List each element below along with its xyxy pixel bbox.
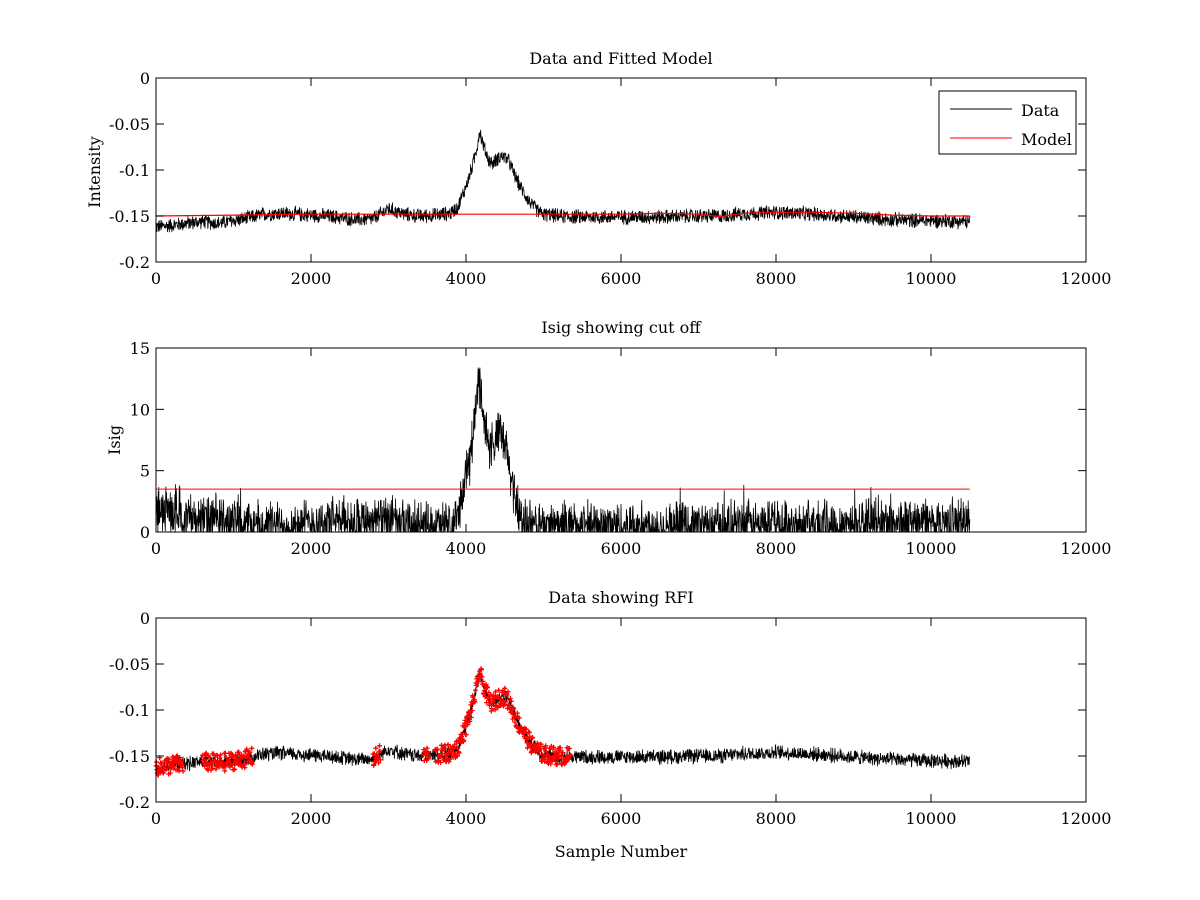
x-tick-label: 2000	[291, 539, 332, 558]
x-tick-label: 0	[151, 269, 161, 288]
y-axis-label: Intensity	[85, 136, 104, 208]
y-tick-label: -0.15	[109, 747, 150, 766]
series-data-line	[155, 129, 971, 233]
x-tick-label: 0	[151, 539, 161, 558]
x-tick-label: 6000	[601, 269, 642, 288]
x-tick-label: 2000	[291, 809, 332, 828]
legend-box	[938, 90, 1077, 155]
panel-isig-cutoff: Isig showing cut off Isig 0 2000 4000 6000 8…	[105, 318, 1111, 558]
x-tick-label: 4000	[446, 809, 487, 828]
x-tick-label: 12000	[1061, 539, 1112, 558]
x-tick-label: 12000	[1061, 269, 1112, 288]
legend: Data Model	[938, 90, 1077, 155]
y-tick-label: 15	[130, 339, 150, 358]
series-trace-line	[155, 367, 971, 534]
x-tick-label: 6000	[601, 539, 642, 558]
x-tick-label: 6000	[601, 809, 642, 828]
x-tick-label: 2000	[291, 269, 332, 288]
plot-area	[155, 129, 971, 233]
panel-data-showing-rfi: Data showing RFI Sample Number 0 2000 4000…	[109, 588, 1111, 861]
chart-title: Isig showing cut off	[541, 318, 702, 337]
x-axis-label: Sample Number	[555, 842, 688, 861]
y-tick-label: -0.05	[109, 115, 150, 134]
x-tick-label: 0	[151, 809, 161, 828]
y-tick-label: -0.2	[119, 253, 150, 272]
series-model-line	[155, 211, 970, 218]
y-axis-label: Isig	[105, 425, 124, 455]
panel-data-and-fitted-model: Data and Fitted Model Intensity 0 2000 400…	[85, 49, 1111, 288]
x-tick-label: 10000	[906, 809, 957, 828]
x-tick-label: 8000	[756, 269, 797, 288]
plot-area	[153, 666, 971, 778]
y-tick-label: 0	[140, 69, 150, 88]
axes-frame	[155, 617, 1087, 803]
y-tick-label: 0	[140, 609, 150, 628]
legend-label-model: Model	[1021, 130, 1072, 149]
x-tick-label: 8000	[756, 809, 797, 828]
chart-title: Data and Fitted Model	[529, 49, 712, 68]
x-tick-label: 12000	[1061, 809, 1112, 828]
y-tick-label: -0.15	[109, 207, 150, 226]
x-tick-label: 10000	[906, 269, 957, 288]
y-tick-label: -0.05	[109, 655, 150, 674]
chart-title: Data showing RFI	[548, 588, 693, 607]
y-tick-label: 0	[140, 523, 150, 542]
legend-label-data: Data	[1021, 101, 1060, 120]
x-tick-label: 8000	[756, 539, 797, 558]
x-tick-label: 4000	[446, 269, 487, 288]
y-tick-label: 10	[130, 400, 150, 419]
y-tick-label: 5	[140, 462, 150, 481]
plot-area	[155, 367, 971, 534]
y-tick-label: -0.1	[119, 161, 150, 180]
x-tick-label: 10000	[906, 539, 957, 558]
x-tick-label: 4000	[446, 539, 487, 558]
y-tick-label: -0.1	[119, 701, 150, 720]
y-tick-label: -0.2	[119, 793, 150, 812]
